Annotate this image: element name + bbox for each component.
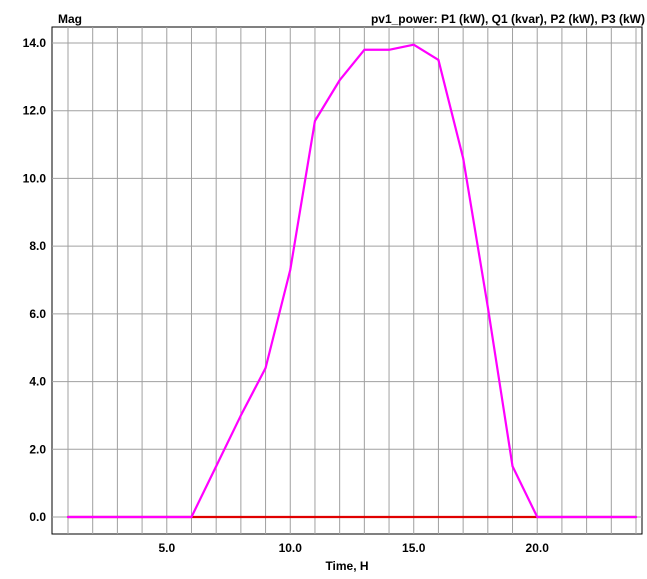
x-axis-label: Time, H xyxy=(325,559,368,573)
y-tick-label: 6.0 xyxy=(29,307,46,321)
series-layer xyxy=(66,43,638,519)
y-tick-label: 8.0 xyxy=(29,239,46,253)
series-line-1 xyxy=(66,43,638,519)
tick-layer: 0.0 2.0 4.0 6.0 8.0 10.0 12.0 14.0 5.0 10.0 15.0 20… xyxy=(23,36,550,555)
y-tick-label: 4.0 xyxy=(29,375,46,389)
plot-area xyxy=(51,26,643,535)
y-tick-label: 2.0 xyxy=(29,442,46,456)
y-tick-label: 0.0 xyxy=(29,510,46,524)
chart-title: pv1_power: P1 (kW), Q1 (kvar), P2 (kW), … xyxy=(371,12,645,26)
y-tick-label: 14.0 xyxy=(23,36,47,50)
y-axis-label: Mag xyxy=(58,12,82,26)
y-tick-label: 10.0 xyxy=(23,171,47,185)
y-tick-label: 12.0 xyxy=(23,104,47,118)
x-tick-label: 20.0 xyxy=(526,541,550,555)
x-tick-label: 5.0 xyxy=(158,541,175,555)
x-tick-label: 10.0 xyxy=(279,541,303,555)
x-tick-label: 15.0 xyxy=(402,541,426,555)
